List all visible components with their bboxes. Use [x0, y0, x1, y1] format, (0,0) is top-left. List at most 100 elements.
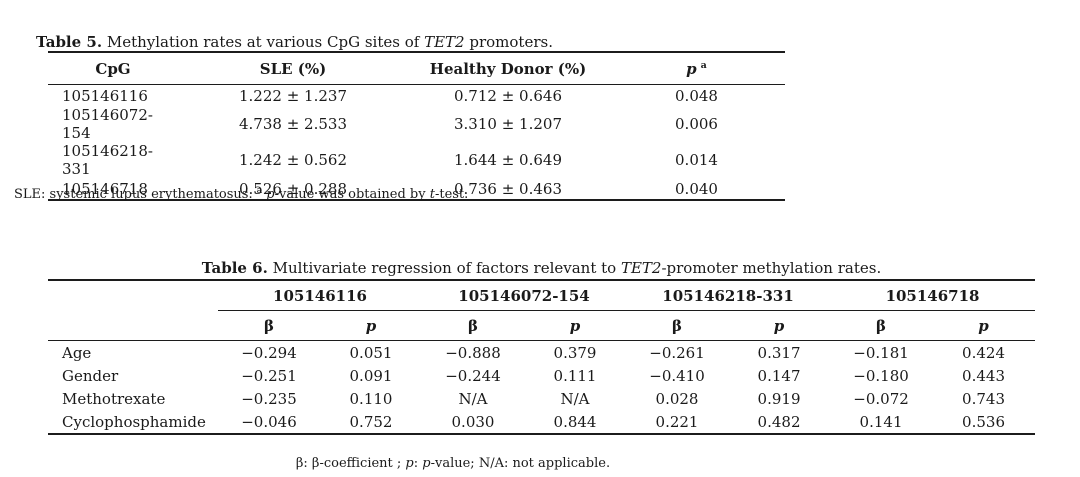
- cell: 0.536: [962, 412, 1005, 431]
- cell: 0.736 ± 0.463: [454, 179, 562, 198]
- cell: 0.919: [757, 389, 801, 408]
- cell: 0.110: [349, 389, 393, 408]
- table6-subheader-beta: β: [626, 310, 729, 341]
- cell: N/A: [458, 389, 488, 408]
- cell: 0.111: [553, 366, 597, 385]
- table5-footnote-t: t: [429, 187, 435, 202]
- table6-footnote: β: β-coefficient ; p: p-value; N/A: not …: [48, 456, 858, 471]
- table5-footnote-p: p: [266, 187, 275, 202]
- cell: 105146116: [62, 86, 148, 105]
- p-symbol: p: [773, 316, 785, 335]
- cell: 105146218-331: [62, 142, 153, 178]
- cell: 0.051: [349, 343, 393, 362]
- p-symbol: p: [569, 316, 581, 335]
- cell: −0.261: [649, 343, 705, 362]
- cell: −0.180: [853, 366, 909, 385]
- cell: −0.294: [241, 343, 297, 362]
- cell: 0.526 ± 0.288: [239, 179, 347, 198]
- table6-caption-gene: TET2: [620, 259, 662, 277]
- cell: −0.888: [445, 343, 501, 362]
- table5-col-cpg: CpG: [48, 52, 178, 85]
- cell: −0.244: [445, 366, 501, 385]
- table6-caption-text: Multivariate regression of factors relev…: [267, 259, 621, 277]
- table6-row: Cyclophosphamide −0.046 0.752 0.030 0.84…: [48, 410, 1035, 434]
- cell: 0.141: [859, 412, 903, 431]
- table5-caption-text: Methylation rates at various CpG sites o…: [102, 33, 425, 51]
- table6-row: Methotrexate −0.235 0.110 N/A N/A 0.028 …: [48, 387, 1035, 410]
- table6-subheader-p: p: [932, 310, 1036, 341]
- cell: 1.644 ± 0.649: [454, 151, 562, 169]
- cell: Age: [62, 343, 92, 362]
- p-symbol: p: [978, 316, 989, 335]
- cell: 0.743: [962, 389, 1005, 408]
- table6-caption: Table 6. Multivariate regression of fact…: [48, 260, 1035, 277]
- cell: Methotrexate: [62, 389, 166, 408]
- table5-footnote: SLE: systemic lupus erythematosus. a p-val…: [14, 184, 469, 202]
- cell: 105146718: [62, 179, 148, 198]
- cell: 0.379: [553, 343, 597, 362]
- table6-subheader-beta: β: [422, 310, 524, 341]
- table5-col-sle: SLE (%): [178, 52, 408, 85]
- table5-row: 105146718 0.526 ± 0.288 0.736 ± 0.463 0.…: [48, 178, 785, 200]
- table6-group-105146718: 105146718: [830, 280, 1036, 311]
- cell: 4.738 ± 2.533: [239, 115, 347, 133]
- table5-col-p-symbol: p: [686, 59, 697, 78]
- cell: −0.235: [241, 389, 297, 408]
- cell: 0.014: [675, 151, 718, 169]
- cell: 0.443: [962, 366, 1005, 385]
- cell: 1.222 ± 1.237: [239, 86, 347, 105]
- table5-caption: Table 5. Methylation rates at various Cp…: [36, 34, 553, 51]
- table6-subheader-row: β p β p β p β p: [48, 310, 1036, 341]
- blank-header-cell: [48, 280, 218, 311]
- cell: N/A: [560, 389, 590, 408]
- cell: 0.048: [675, 86, 718, 105]
- table6-group-105146072-154: 105146072-154: [422, 280, 627, 311]
- cell: 1.242 ± 0.562: [239, 151, 347, 169]
- table6-group-105146218-331: 105146218-331: [626, 280, 831, 311]
- table6-subheader-beta: β: [218, 310, 320, 341]
- table6-footnote-end: -value; N/A: not applicable.: [430, 456, 611, 471]
- table6-footnote-colon: :: [413, 456, 423, 471]
- cell: 0.147: [757, 366, 801, 385]
- table6-footnote-beta: β: β-coefficient ;: [295, 456, 406, 471]
- table6-row: Gender −0.251 0.091 −0.244 0.111 −0.410 …: [48, 364, 1035, 387]
- table6-footnote-p2: p: [422, 456, 431, 471]
- table6: 105146116 105146072-154 105146218-331 10…: [48, 279, 1036, 435]
- table5-row: 105146072-154 4.738 ± 2.533 3.310 ± 1.20…: [48, 106, 785, 142]
- p-symbol: p: [365, 316, 377, 335]
- table5-col-healthy-donor: Healthy Donor (%): [408, 52, 608, 85]
- table6-subheader-beta: β: [830, 310, 933, 341]
- table6-group-105146116: 105146116: [218, 280, 422, 311]
- cell: Gender: [62, 366, 119, 385]
- table6-caption-label: Table 6.: [201, 259, 268, 277]
- cell: −0.072: [853, 389, 909, 408]
- table5-caption-gene: TET2: [424, 33, 465, 51]
- cell: 0.091: [349, 366, 393, 385]
- cell: −0.410: [649, 366, 705, 385]
- table5-col-p-superscript: a: [700, 59, 707, 71]
- cell: 3.310 ± 1.207: [454, 115, 562, 133]
- table6-caption-tail: -promoter methylation rates.: [661, 259, 882, 277]
- cell: 0.221: [655, 412, 699, 431]
- table5-footnote-end: -test.: [434, 187, 469, 202]
- table5-row: 105146218-331 1.242 ± 0.562 1.644 ± 0.64…: [48, 142, 785, 178]
- table6-row: Age −0.294 0.051 −0.888 0.379 −0.261 0.3…: [48, 341, 1035, 365]
- table6-subheader-p: p: [728, 310, 831, 341]
- cell: 0.712 ± 0.646: [454, 86, 562, 105]
- cell: −0.046: [241, 412, 297, 431]
- table5-footnote-mid: -value was obtained by: [274, 187, 430, 202]
- cell: 0.040: [675, 179, 718, 198]
- cell: −0.181: [853, 343, 909, 362]
- table5-row: 105146116 1.222 ± 1.237 0.712 ± 0.646 0.…: [48, 85, 785, 107]
- blank-header-cell: [48, 310, 218, 341]
- table6-group-header-row: 105146116 105146072-154 105146218-331 10…: [48, 280, 1036, 311]
- table5-footnote-superscript: a: [256, 184, 263, 196]
- cell: −0.251: [241, 366, 297, 385]
- cell: 0.317: [757, 343, 801, 362]
- table5-caption-label: Table 5.: [36, 33, 103, 51]
- table6-subheader-p: p: [320, 310, 422, 341]
